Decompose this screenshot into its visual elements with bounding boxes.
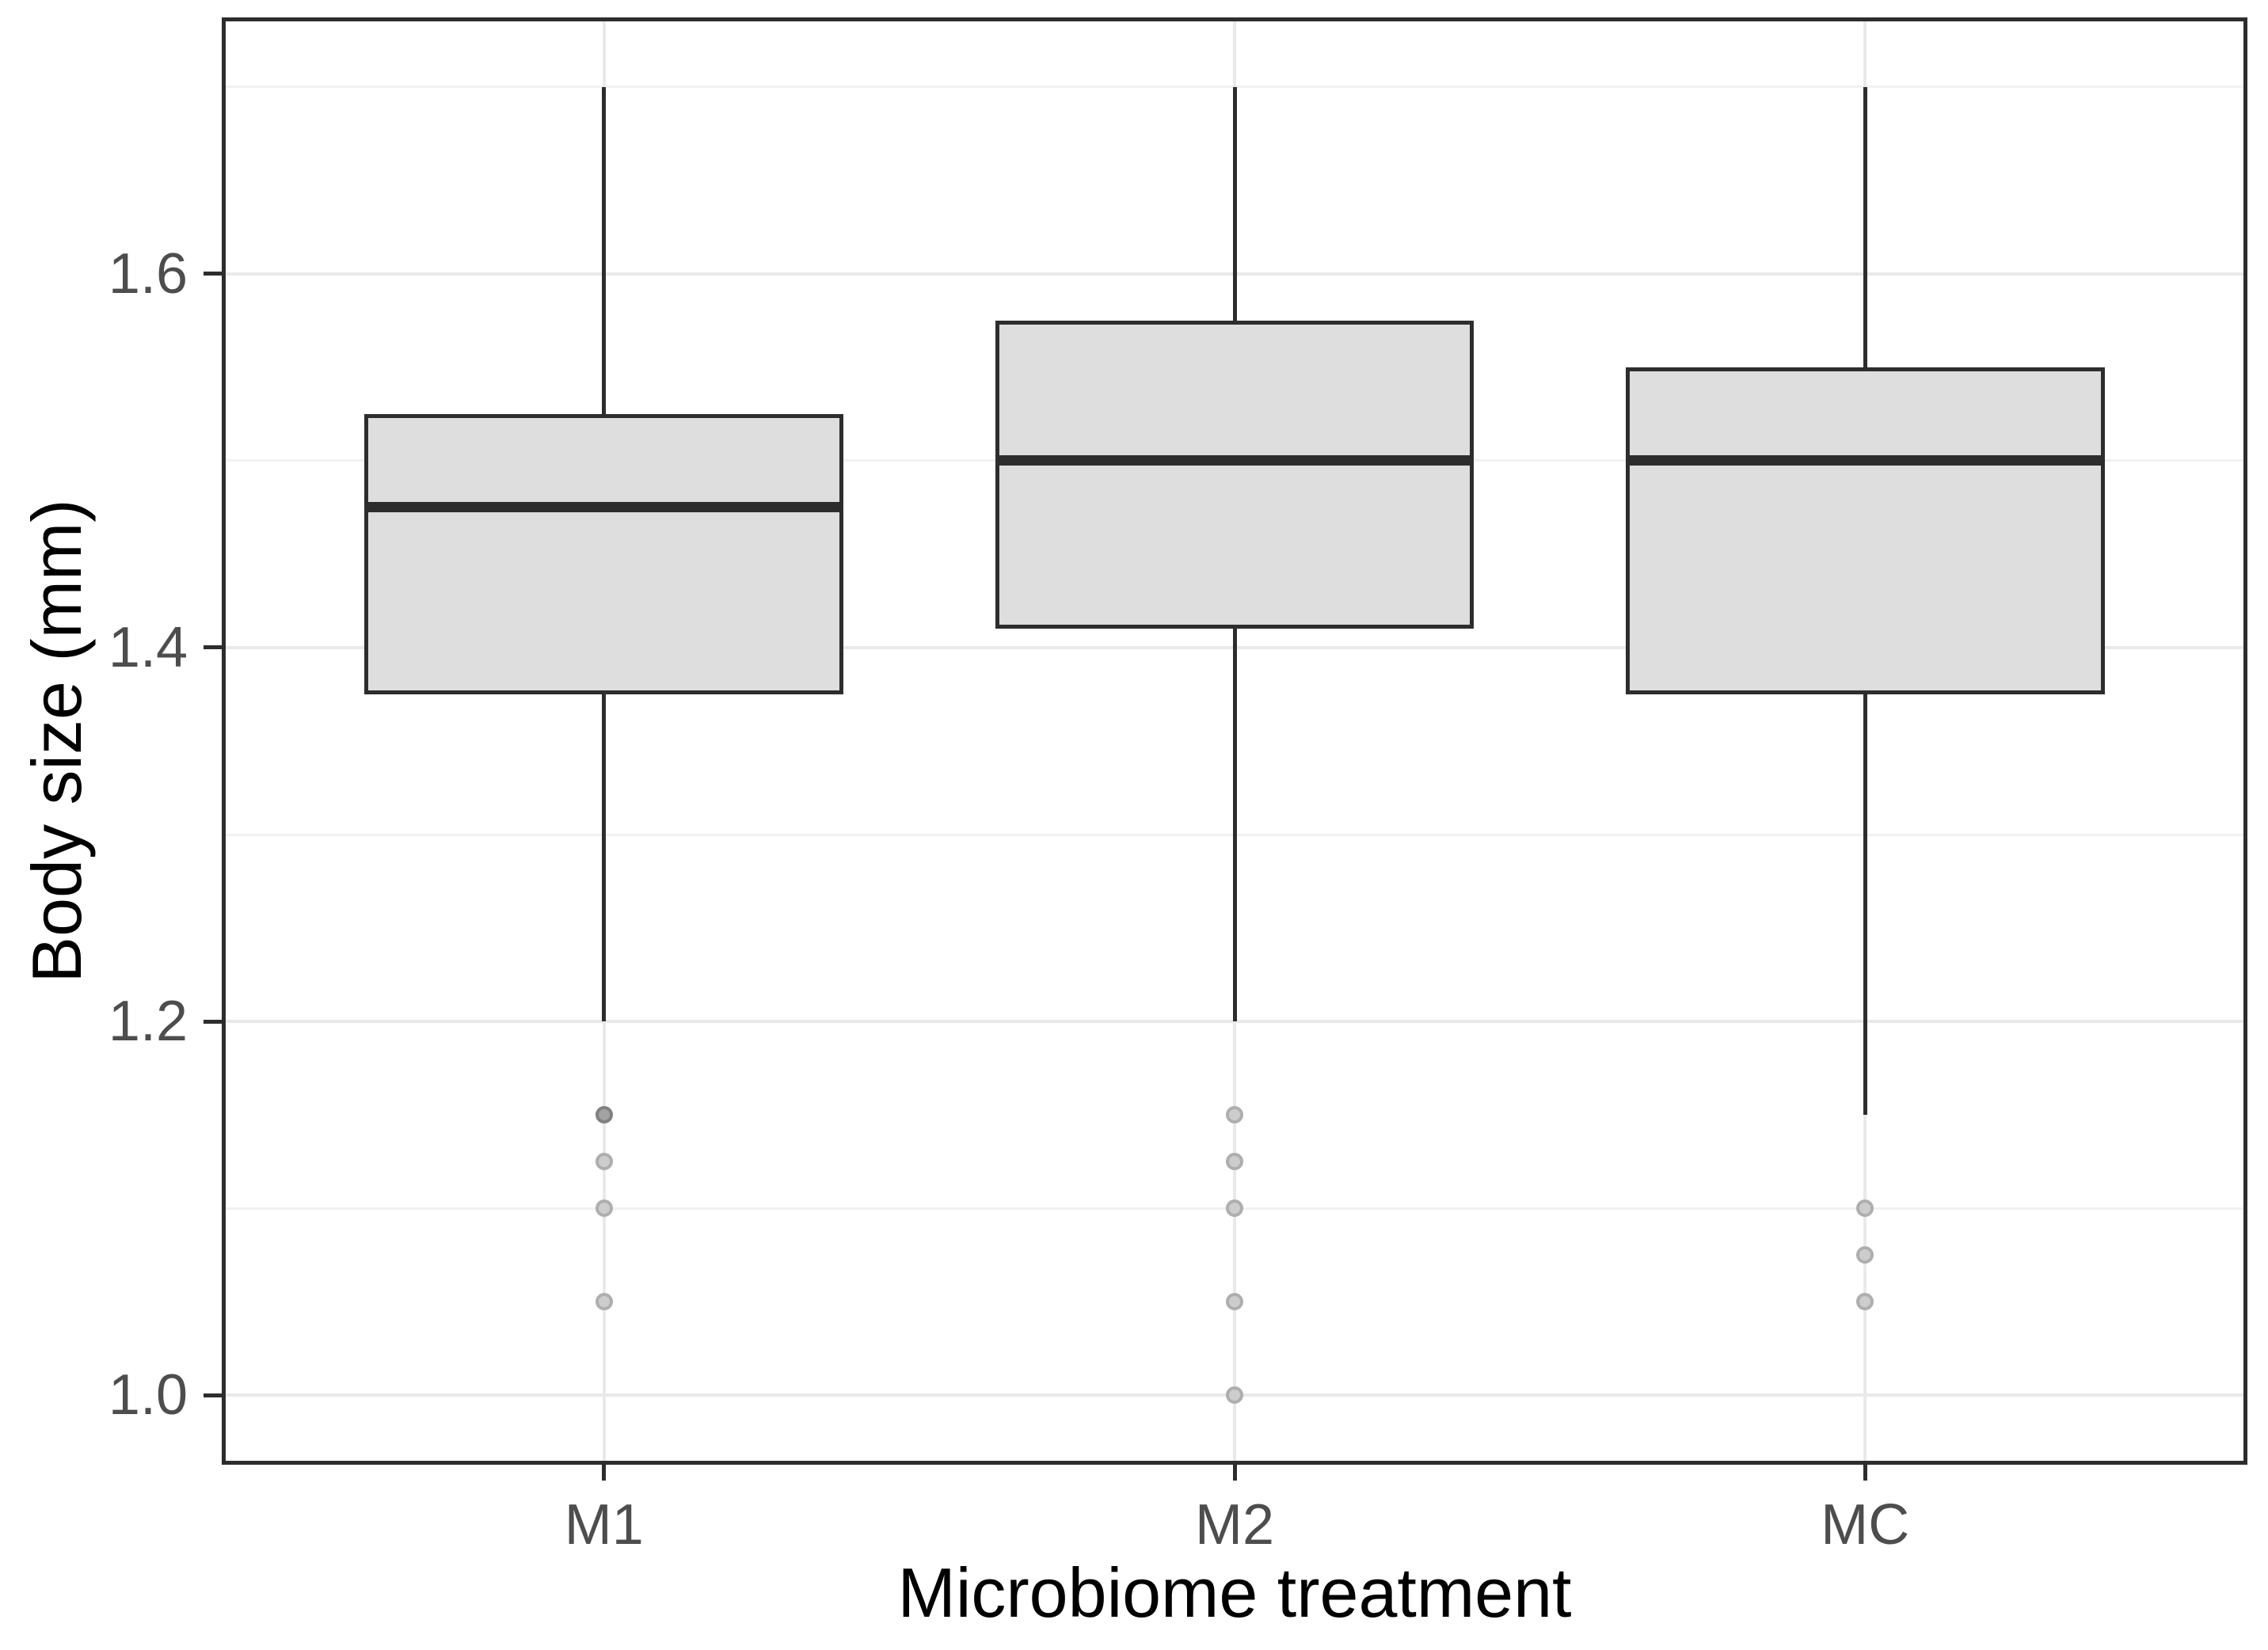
outlier-point-MC	[1856, 1293, 1874, 1311]
x-axis-title: Microbiome treatment	[897, 1553, 1572, 1632]
plot-panel	[222, 17, 2247, 1465]
outlier-point-M2	[1226, 1386, 1243, 1405]
y-tick-label: 1.6	[108, 241, 188, 306]
outlier-point-M2	[1226, 1293, 1243, 1311]
median-M2	[995, 455, 1475, 466]
y-tick-label: 1.2	[108, 990, 188, 1054]
outlier-point-M2	[1226, 1153, 1243, 1171]
x-tick-mark	[1232, 1465, 1237, 1481]
outlier-point-M1	[595, 1199, 613, 1218]
box-M1	[364, 413, 844, 694]
x-tick-mark	[1863, 1465, 1867, 1481]
y-tick-mark	[204, 1393, 222, 1397]
y-tick-mark	[204, 645, 222, 650]
outlier-point-M2	[1226, 1199, 1243, 1218]
x-tick-label-M1: M1	[564, 1493, 644, 1557]
outlier-point-M1	[595, 1293, 613, 1311]
outlier-point-MC	[1856, 1199, 1874, 1218]
y-tick-mark	[204, 1019, 222, 1024]
x-tick-label-MC: MC	[1821, 1493, 1910, 1557]
x-tick-label-M2: M2	[1194, 1493, 1275, 1557]
y-tick-mark	[204, 272, 222, 276]
outlier-point-M1	[595, 1153, 613, 1171]
x-tick-mark	[602, 1465, 607, 1481]
median-MC	[1625, 455, 2105, 466]
box-M2	[995, 320, 1475, 629]
outlier-point-MC	[1856, 1246, 1874, 1264]
box-MC	[1625, 367, 2105, 694]
y-tick-label: 1.0	[108, 1363, 188, 1428]
median-M1	[364, 502, 844, 513]
y-tick-label: 1.4	[108, 615, 188, 679]
outlier-point-M1	[595, 1106, 613, 1124]
outlier-point-M2	[1226, 1106, 1243, 1124]
y-axis-title: Body size (mm)	[17, 499, 96, 983]
